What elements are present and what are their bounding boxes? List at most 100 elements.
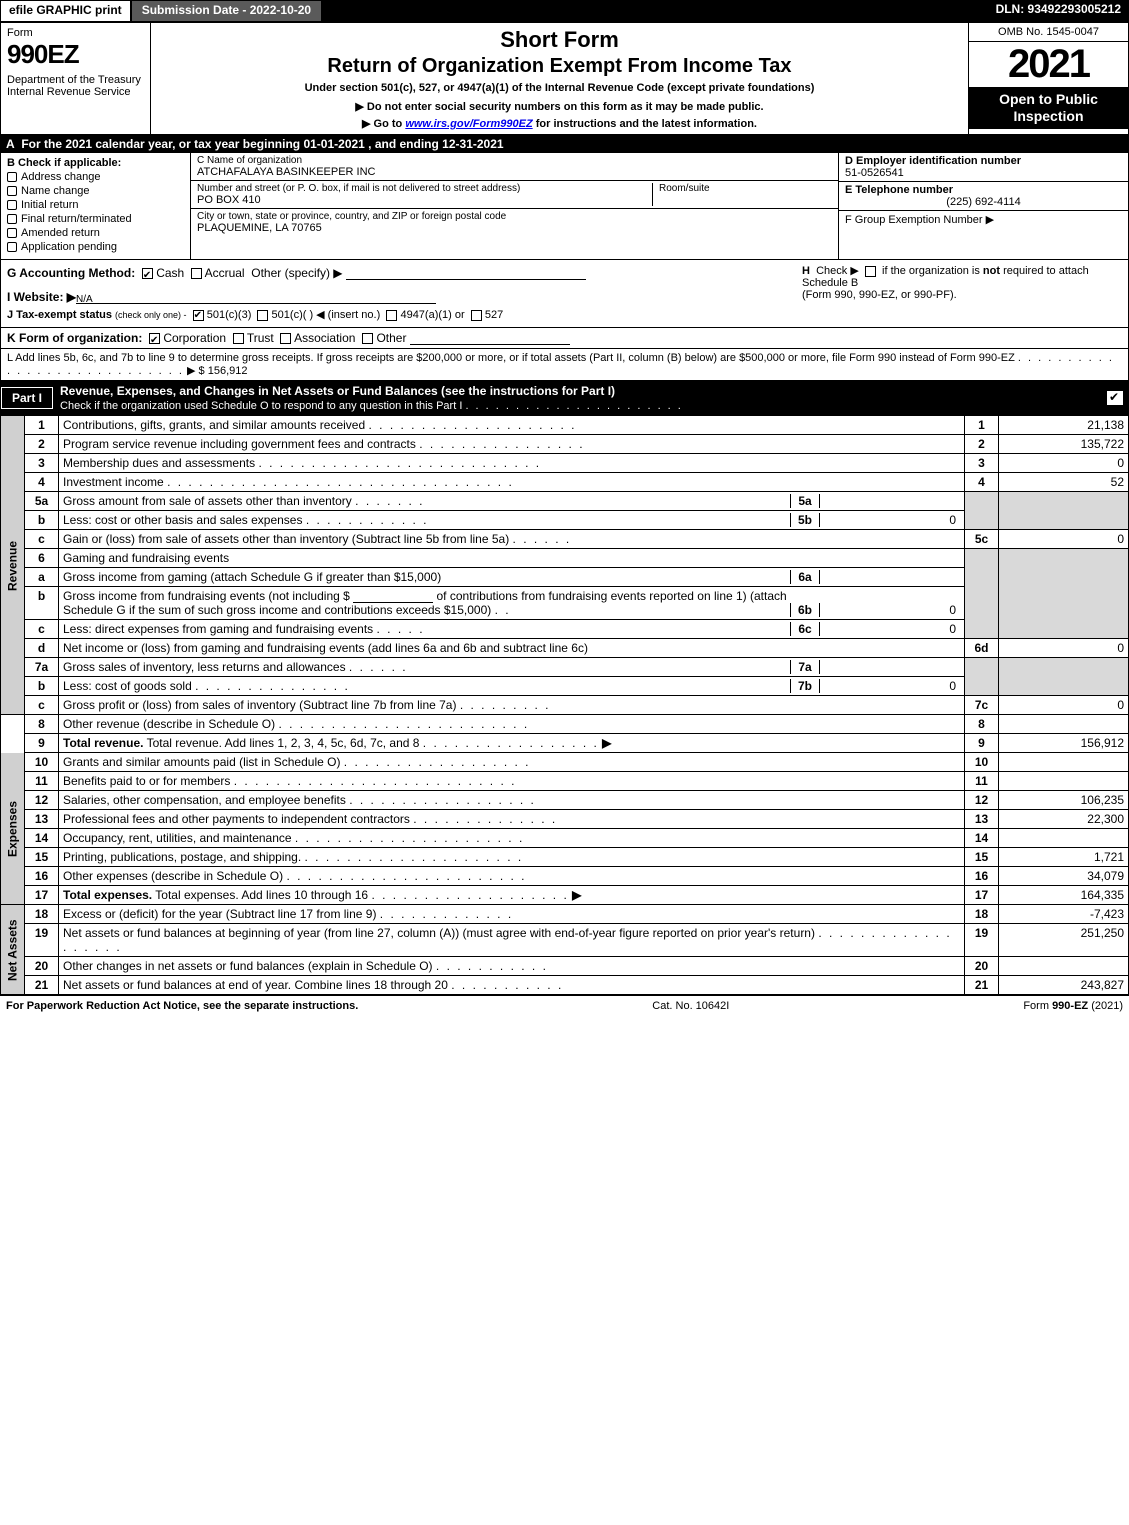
arrow-icon: ▶ [572, 888, 581, 902]
chk-label: Application pending [21, 241, 117, 253]
line-num: 18 [25, 905, 59, 924]
sub-num: 7a [790, 660, 820, 674]
ein-value: 51-0526541 [845, 167, 904, 179]
line-desc: Gross profit or (loss) from sales of inv… [59, 696, 965, 715]
sub-num: 6a [790, 570, 820, 584]
line-desc: Benefits paid to or for members . . . . … [59, 772, 965, 791]
row-k-label: K Form of organization: [7, 331, 142, 345]
row-l: L Add lines 5b, 6c, and 7b to line 9 to … [0, 349, 1129, 381]
line-num: a [25, 568, 59, 587]
spacer [1, 734, 25, 753]
line-desc: Less: direct expenses from gaming and fu… [59, 620, 965, 639]
line-amt: 22,300 [999, 810, 1129, 829]
opt-501c3: 501(c)(3) [207, 309, 252, 321]
chk-final-return[interactable]: Final return/terminated [7, 213, 184, 225]
line-num: 2 [25, 435, 59, 454]
line-rn: 20 [965, 957, 999, 976]
line-desc: Other expenses (describe in Schedule O) … [59, 867, 965, 886]
sub-num: 5a [790, 494, 820, 508]
line-desc: Excess or (deficit) for the year (Subtra… [59, 905, 965, 924]
netassets-side-label: Net Assets [1, 905, 25, 995]
chk-501c3[interactable] [193, 310, 204, 321]
chk-trust[interactable] [233, 333, 244, 344]
line-amt: 243,827 [999, 976, 1129, 995]
row-h: H Check ▶ if the organization is not req… [802, 264, 1122, 301]
shade-cell [999, 549, 1129, 639]
shade-cell [965, 549, 999, 639]
row-a-label: A [6, 137, 18, 151]
form-code: 990EZ [7, 39, 144, 70]
line-num: 10 [25, 753, 59, 772]
line-num: 11 [25, 772, 59, 791]
line-num: 8 [25, 715, 59, 734]
chk-initial-return[interactable]: Initial return [7, 199, 184, 211]
opt-other: Other [376, 331, 406, 345]
line-amt [999, 957, 1129, 976]
website-value: N/A [76, 294, 93, 305]
group-exemption-label: F Group Exemption Number ▶ [845, 214, 994, 226]
line-num: 14 [25, 829, 59, 848]
chk-amended-return[interactable]: Amended return [7, 227, 184, 239]
row-l-amount: 156,912 [208, 365, 248, 377]
efile-label[interactable]: efile GRAPHIC print [0, 0, 131, 22]
line-num: b [25, 511, 59, 530]
chk-accrual[interactable] [191, 268, 202, 279]
chk-other-org[interactable] [362, 333, 373, 344]
col-c: C Name of organization ATCHAFALAYA BASIN… [191, 153, 838, 259]
line-desc: Other revenue (describe in Schedule O) .… [59, 715, 965, 734]
chk-corporation[interactable] [149, 333, 160, 344]
row-h-check: Check ▶ [816, 265, 859, 277]
part-1-sub-text: Check if the organization used Schedule … [60, 400, 462, 412]
sub-amt: 0 [820, 603, 960, 617]
header-right: OMB No. 1545-0047 2021 Open to Public In… [968, 23, 1128, 134]
website-field[interactable]: N/A [76, 291, 436, 304]
line-rn: 21 [965, 976, 999, 995]
shade-cell [965, 492, 999, 530]
sub-amt [820, 570, 960, 584]
sub-amt: 0 [820, 513, 960, 527]
line-rn: 7c [965, 696, 999, 715]
chk-association[interactable] [280, 333, 291, 344]
chk-4947[interactable] [386, 310, 397, 321]
row-k: K Form of organization: Corporation Trus… [0, 328, 1129, 349]
line-rn: 16 [965, 867, 999, 886]
line-amt [999, 772, 1129, 791]
chk-cash[interactable] [142, 268, 153, 279]
line-num: 1 [25, 416, 59, 435]
chk-501c[interactable] [257, 310, 268, 321]
chk-address-change[interactable]: Address change [7, 171, 184, 183]
chk-application-pending[interactable]: Application pending [7, 241, 184, 253]
line-desc: Gross sales of inventory, less returns a… [59, 658, 965, 677]
other-org-field[interactable] [410, 332, 570, 345]
opt-trust: Trust [247, 331, 274, 345]
line-amt: 0 [999, 639, 1129, 658]
chk-schedule-b[interactable] [865, 266, 876, 277]
line-amt: 52 [999, 473, 1129, 492]
opt-501c: 501(c)( ) ◀ (insert no.) [272, 309, 381, 321]
line-rn: 10 [965, 753, 999, 772]
other-specify-field[interactable] [346, 267, 586, 280]
line-num: 3 [25, 454, 59, 473]
line-rn: 2 [965, 435, 999, 454]
chk-label: Initial return [21, 199, 78, 211]
chk-label: Address change [21, 171, 101, 183]
title-section: Under section 501(c), 527, or 4947(a)(1)… [159, 82, 960, 94]
chk-name-change[interactable]: Name change [7, 185, 184, 197]
header-left: Form 990EZ Department of the Treasury In… [1, 23, 151, 134]
chk-527[interactable] [471, 310, 482, 321]
line-rn: 1 [965, 416, 999, 435]
line-desc: Gaming and fundraising events [59, 549, 965, 568]
part-1-checkbox[interactable] [1107, 391, 1123, 405]
line-amt: 0 [999, 454, 1129, 473]
irs-link[interactable]: www.irs.gov/Form990EZ [405, 118, 532, 130]
phone-label: E Telephone number [845, 184, 953, 196]
submission-date: Submission Date - 2022-10-20 [131, 0, 322, 22]
line-num: 16 [25, 867, 59, 886]
block-ghij: G Accounting Method: Cash Accrual Other … [0, 260, 1129, 328]
title-return: Return of Organization Exempt From Incom… [159, 55, 960, 78]
line-amt [999, 829, 1129, 848]
dept-label: Department of the Treasury Internal Reve… [7, 74, 144, 98]
accrual-label: Accrual [205, 266, 245, 280]
sub-num: 6b [790, 603, 820, 617]
line-desc: Other changes in net assets or fund bala… [59, 957, 965, 976]
